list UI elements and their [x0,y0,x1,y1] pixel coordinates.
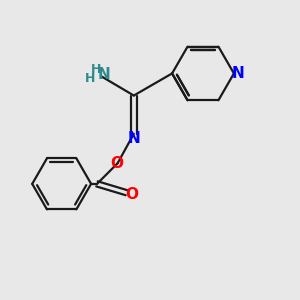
Text: N: N [98,68,110,82]
Text: H: H [91,63,101,76]
Text: H: H [85,72,95,85]
Text: O: O [110,156,124,171]
Text: N: N [232,66,245,81]
Text: N: N [128,131,140,146]
Text: O: O [125,187,138,202]
